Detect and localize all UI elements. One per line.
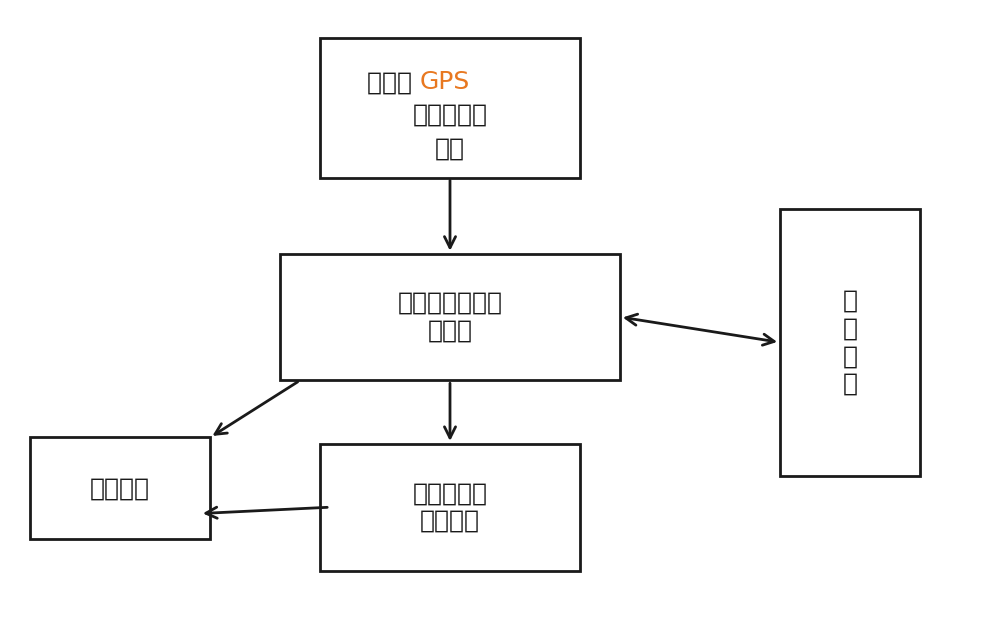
Text: 二级网触发
控制模块: 二级网触发 控制模块 [413,481,488,533]
Text: 模块: 模块 [435,137,465,161]
FancyBboxPatch shape [780,209,920,476]
FancyBboxPatch shape [320,444,580,571]
Text: 无
线
网
络: 无 线 网 络 [843,288,858,396]
FancyBboxPatch shape [30,437,210,539]
Text: 二级网控制及存
储模块: 二级网控制及存 储模块 [398,291,503,343]
Text: 定位和授时: 定位和授时 [413,102,488,126]
FancyBboxPatch shape [320,38,580,178]
Text: 二级网: 二级网 [367,70,420,94]
Text: GPS: GPS [420,70,470,94]
FancyBboxPatch shape [280,254,620,380]
Text: 网络接口: 网络接口 [90,476,150,500]
